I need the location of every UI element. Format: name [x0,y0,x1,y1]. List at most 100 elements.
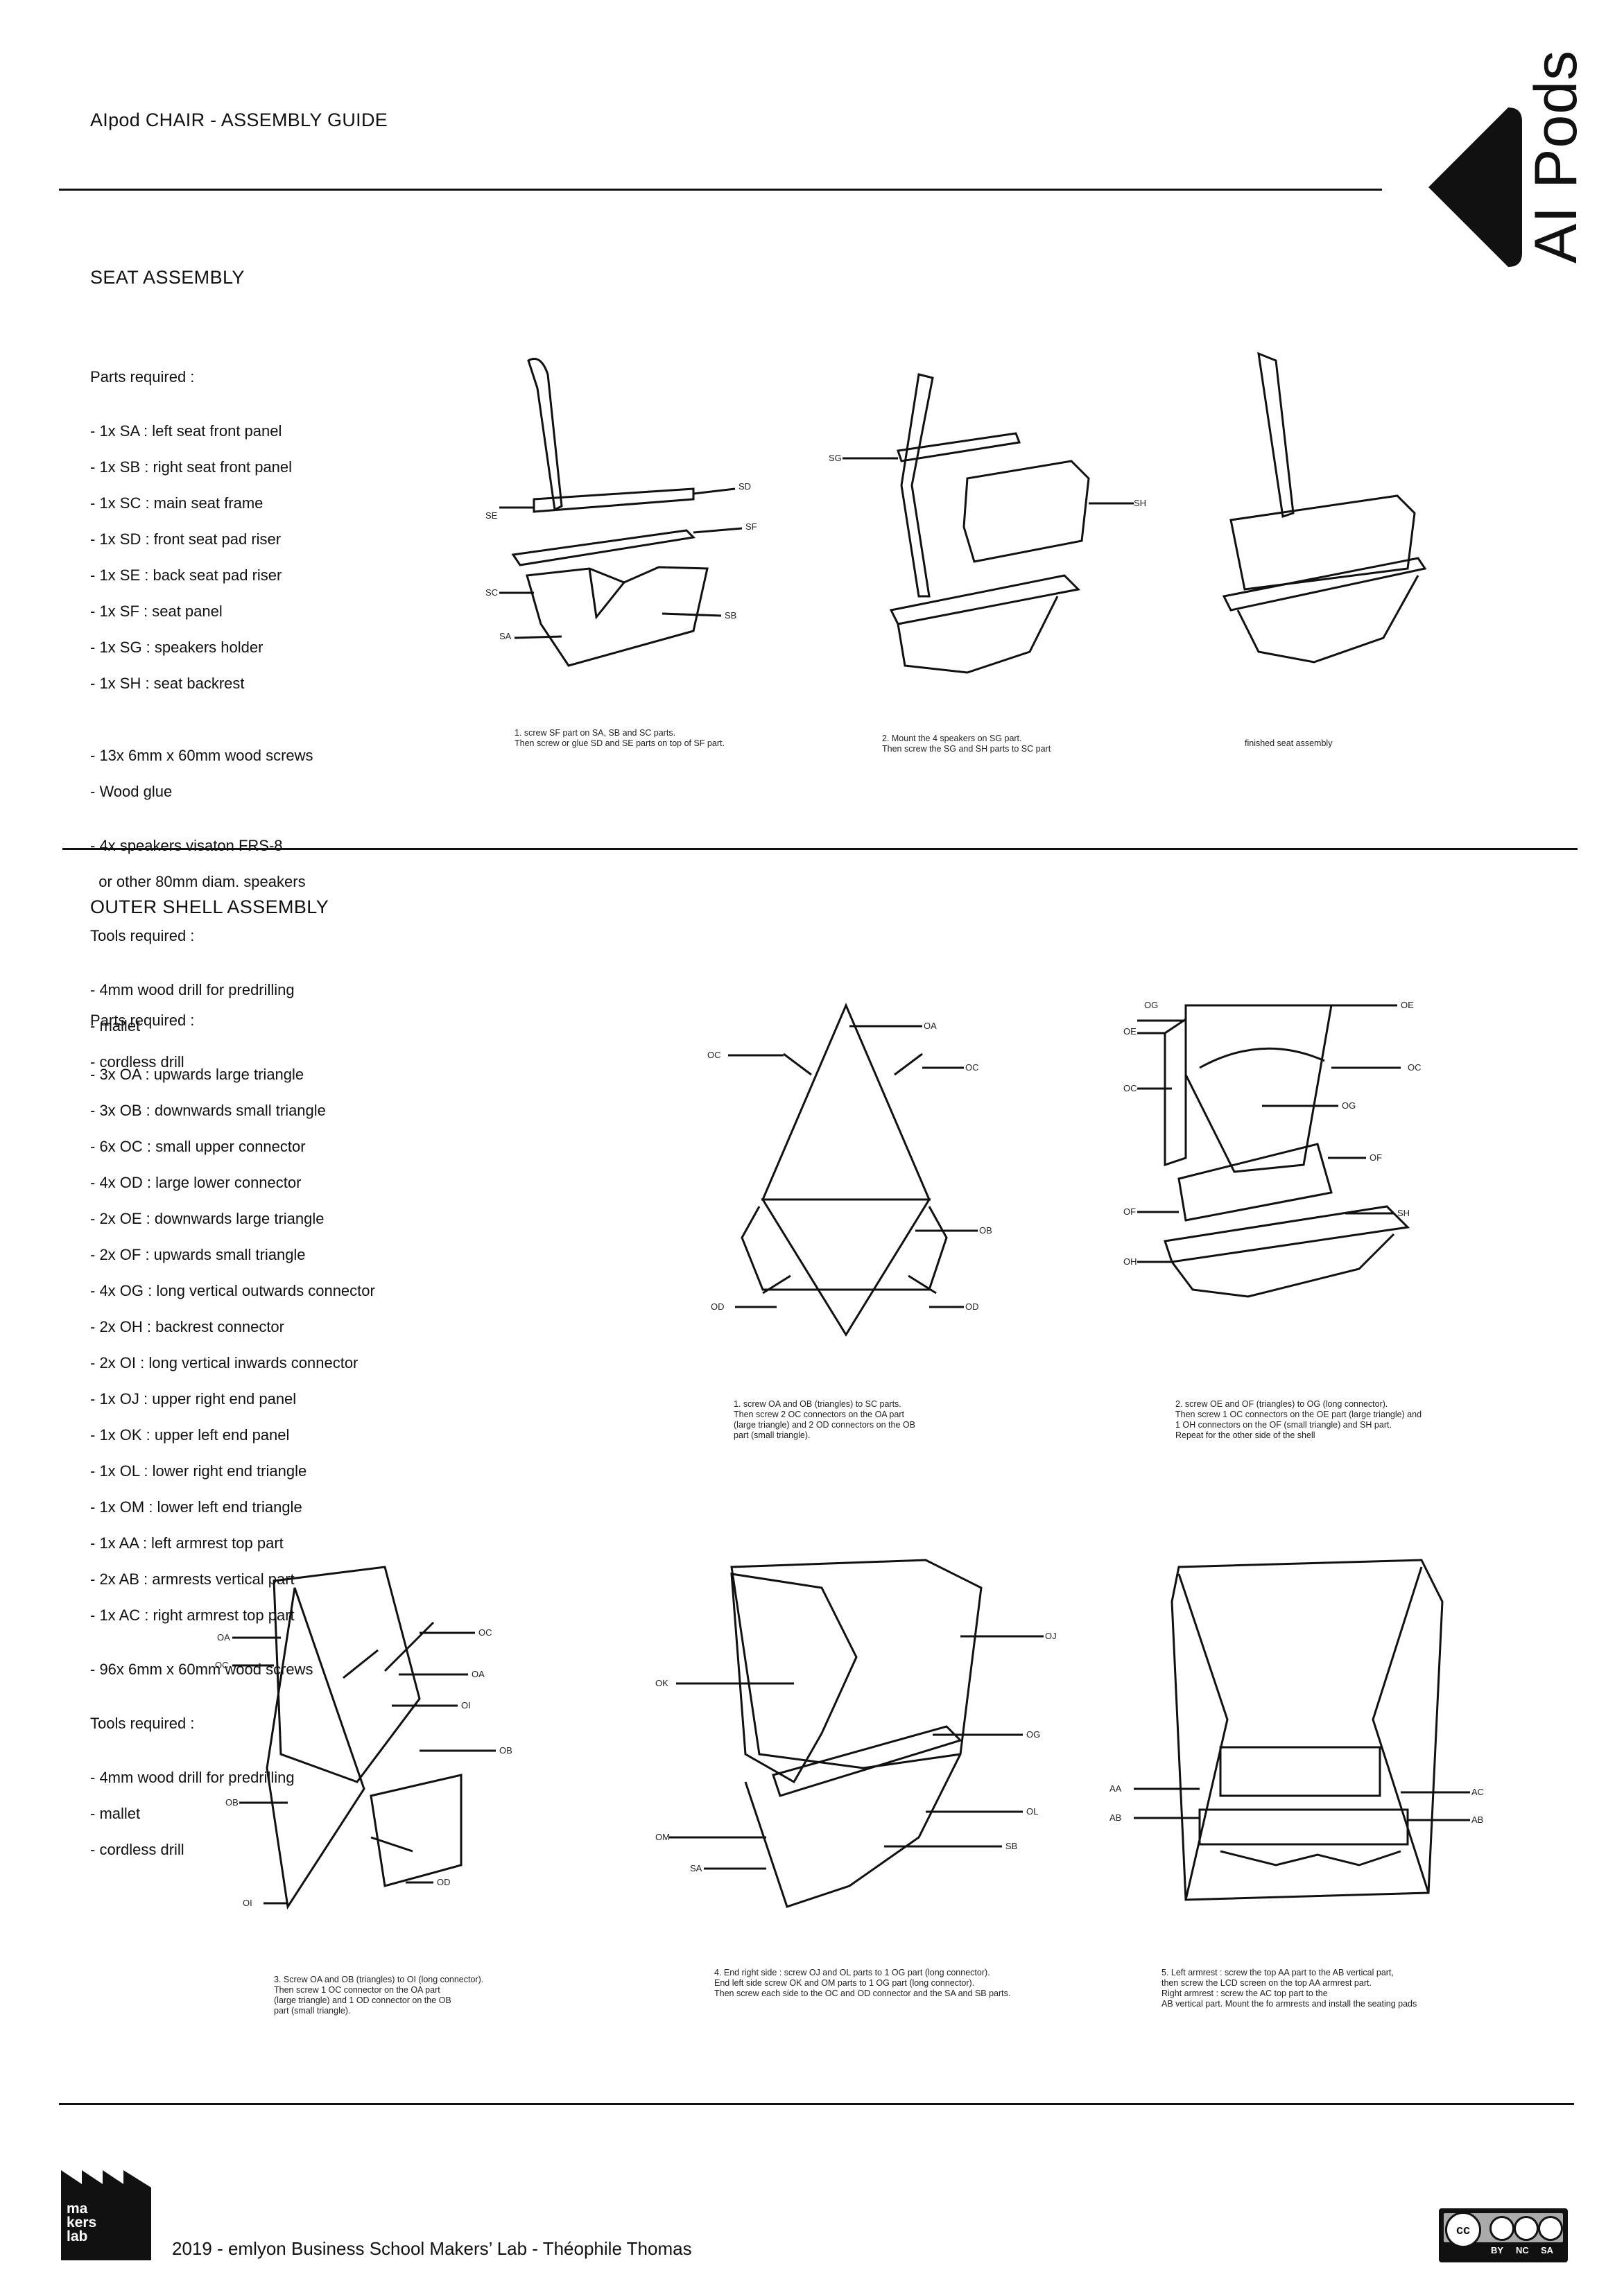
seat-step-1-drawing [499,358,743,667]
seat-part-item: - 1x SE : back seat pad riser [90,566,282,584]
shell-step-3-illustration: OA OC OC OA OI OB OB OD OI [211,1560,537,1921]
part-label: OB [225,1797,239,1808]
shell-section-title: OUTER SHELL ASSEMBLY [90,897,329,917]
part-label: AB [1109,1812,1122,1823]
document-title: AIpod CHAIR - ASSEMBLY GUIDE [90,110,388,130]
part-label: OL [1026,1806,1039,1817]
seat-tool-item: - mallet [90,1017,141,1034]
license-sa: SA [1541,2245,1554,2255]
shell-part-item: - 1x AA : left armrest top part [90,1534,284,1552]
part-label: OF [1123,1206,1137,1217]
part-label: OA [924,1021,937,1031]
shell-parts-heading: Parts required : [90,1012,195,1029]
part-label: AC [1471,1787,1485,1797]
shell-step-2-illustration: OG OE OE OC OC OG OF OF SH OH [1123,991,1449,1338]
shell-part-item: - 4x OG : long vertical outwards connect… [90,1282,375,1299]
seat-section-title: SEAT ASSEMBLY [90,267,245,288]
seat-part-item: - 1x SH : seat backrest [90,675,245,692]
ai-pods-logo-mark [1428,107,1522,267]
part-label: OC [215,1660,229,1670]
makers-lab-logo-text: ma kers lab [67,2201,97,2244]
shell-part-item: - 1x OM : lower left end triangle [90,1498,302,1516]
part-label: OD [711,1301,725,1312]
part-label: OC [1123,1083,1137,1093]
seat-step-1-illustration: SD SE SF SC SB SA [485,347,777,679]
part-label: OB [499,1745,512,1756]
part-label: SB [725,610,737,621]
part-label: AA [1109,1783,1122,1794]
seat-step-2-illustration: SG SH [829,361,1148,686]
seat-part-item: - 1x SG : speakers holder [90,639,264,656]
makers-lab-logo: ma kers lab [61,2156,151,2260]
part-label: OF [1370,1152,1383,1163]
shell-step-4-drawing [669,1559,1044,1908]
shell-hardware-item: - 96x 6mm x 60mm wood screws [90,1661,313,1678]
part-label: SD [738,481,752,492]
part-label: SA [499,631,512,641]
header-divider [59,189,1382,191]
shell-part-item: - 6x OC : small upper connector [90,1138,306,1155]
part-label: OG [1026,1729,1041,1740]
shell-step-2-drawing [1137,1004,1410,1298]
seat-tool-item: - 4mm wood drill for predrilling [90,981,295,998]
seat-step-2-drawing [843,373,1134,674]
seat-part-item: - 1x SD : front seat pad riser [90,530,282,548]
shell-part-item: - 2x OI : long vertical inwards connecto… [90,1354,359,1371]
seat-finished-caption: finished seat assembly [1245,738,1333,748]
shell-part-item: - 1x OK : upper left end panel [90,1426,290,1444]
shell-step-4-illustration: OJ OK OG OL OM SB SA [655,1546,1064,1934]
seat-speaker-item: or other 80mm diam. speakers [90,873,306,890]
seat-tool-item: - cordless drill [90,1053,184,1071]
seat-step-2-caption: 2. Mount the 4 speakers on SG part. Then… [882,734,1051,754]
part-label: OA [472,1669,485,1679]
part-label: OE [1123,1026,1137,1037]
part-label: SC [485,587,499,598]
shell-tools-heading: Tools required : [90,1715,195,1732]
shell-part-item: - 3x OB : downwards small triangle [90,1102,326,1119]
seat-step-1-caption: 1. screw SF part on SA, SB and SC parts.… [515,728,725,748]
part-label: SA [690,1863,702,1873]
part-label: OC [965,1062,979,1073]
license-nc: NC [1516,2245,1529,2255]
seat-tools-heading: Tools required : [90,927,195,944]
part-label: SH [1134,498,1147,508]
part-label: OG [1342,1100,1356,1111]
cc-license-badge[interactable]: cc BY NC SA [1439,2208,1568,2262]
shell-part-item: - 1x OJ : upper right end panel [90,1390,297,1408]
ai-pods-logo [1425,104,1550,270]
part-label: OC [478,1627,492,1638]
shell-step-1-caption: 1. screw OA and OB (triangles) to SC par… [734,1399,915,1440]
part-label: OJ [1045,1631,1057,1641]
part-label: OE [1401,1000,1414,1010]
seat-shell-divider [62,848,1578,850]
shell-step-3-caption: 3. Screw OA and OB (triangles) to OI (lo… [274,1975,484,2016]
license-by: BY [1491,2245,1504,2255]
seat-part-item: - 1x SC : main seat frame [90,494,264,512]
part-label: OC [1408,1062,1422,1073]
part-label: OC [707,1050,721,1060]
sa-icon [1538,2216,1563,2241]
seat-speaker-item: - 4x speakers visaton FRS-8 [90,837,283,854]
by-icon [1489,2216,1514,2241]
seat-finished-illustration [1217,347,1439,673]
seat-part-item: - 1x SF : seat panel [90,603,223,620]
part-label: OA [217,1632,230,1643]
shell-step-5-illustration: AA AC AB AB [1109,1546,1498,1934]
part-label: SG [829,453,842,463]
part-label: SH [1397,1208,1410,1218]
shell-step-5-caption: 5. Left armrest : screw the top AA part … [1161,1968,1417,2009]
part-label: OG [1144,1000,1159,1010]
part-label: SF [745,521,757,532]
shell-tool-item: - mallet [90,1805,141,1822]
shell-step-4-caption: 4. End right side : screw OJ and OL part… [714,1968,1011,1998]
part-label: AB [1471,1815,1484,1825]
shell-tool-item: - cordless drill [90,1841,184,1858]
shell-step-2-caption: 2. screw OE and OF (triangles) to OG (lo… [1175,1399,1422,1440]
part-label: OI [243,1898,252,1908]
seat-part-item: - 1x SA : left seat front panel [90,422,282,440]
seat-parts-heading: Parts required : [90,368,195,386]
part-label: SE [485,510,498,521]
seat-finished-drawing [1222,352,1427,664]
part-label: OH [1123,1256,1137,1267]
footer-divider [59,2103,1574,2105]
